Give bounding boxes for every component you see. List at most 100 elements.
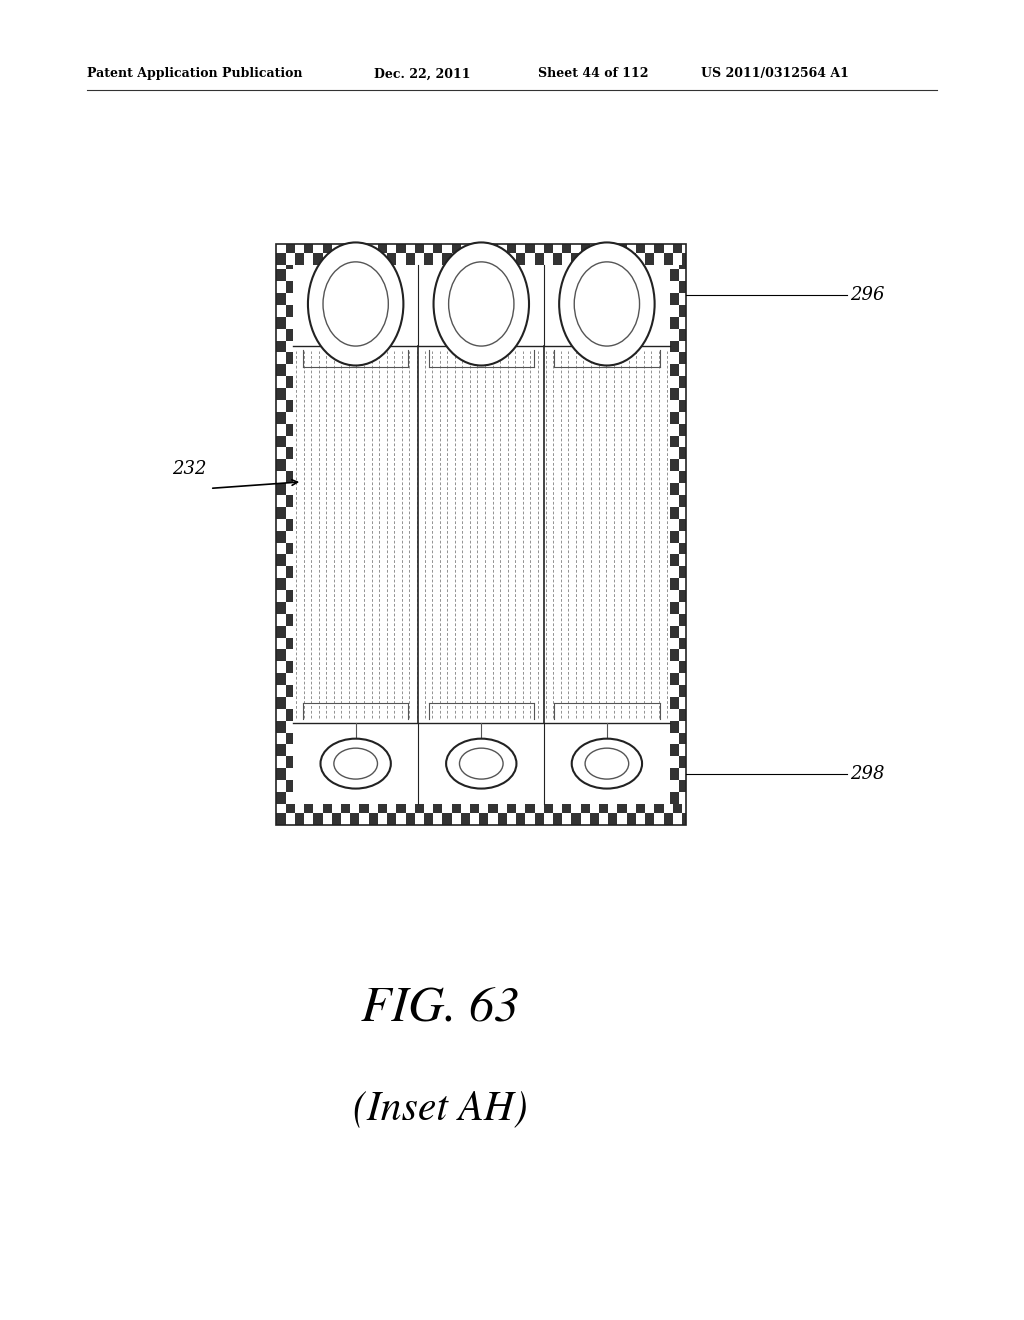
Circle shape: [308, 243, 403, 366]
Bar: [293, 346, 670, 723]
Text: US 2011/0312564 A1: US 2011/0312564 A1: [701, 67, 849, 81]
Bar: [286, 265, 293, 269]
Bar: [276, 388, 286, 400]
Bar: [286, 638, 293, 649]
Bar: [452, 244, 461, 253]
Bar: [507, 804, 516, 813]
Bar: [488, 804, 498, 813]
Bar: [276, 412, 286, 424]
Bar: [670, 554, 679, 566]
Bar: [341, 804, 350, 813]
Circle shape: [574, 261, 640, 346]
Bar: [295, 813, 304, 825]
Text: Sheet 44 of 112: Sheet 44 of 112: [538, 67, 648, 81]
Bar: [670, 317, 679, 329]
Bar: [488, 244, 498, 253]
Circle shape: [559, 243, 654, 366]
Bar: [679, 305, 686, 317]
Bar: [286, 424, 293, 436]
Bar: [679, 709, 686, 721]
Bar: [276, 768, 286, 780]
Bar: [627, 813, 636, 825]
Bar: [286, 471, 293, 483]
Bar: [645, 253, 654, 265]
Bar: [679, 543, 686, 554]
Bar: [571, 813, 581, 825]
Bar: [276, 813, 286, 825]
Bar: [332, 813, 341, 825]
Bar: [636, 804, 645, 813]
Bar: [286, 244, 295, 253]
Ellipse shape: [334, 748, 378, 779]
Bar: [562, 244, 571, 253]
Bar: [679, 566, 686, 578]
Bar: [341, 244, 350, 253]
Bar: [286, 566, 293, 578]
Bar: [415, 804, 424, 813]
Bar: [679, 471, 686, 483]
Bar: [479, 253, 488, 265]
Bar: [396, 804, 406, 813]
Bar: [276, 626, 286, 638]
Bar: [286, 614, 293, 626]
Bar: [682, 253, 686, 265]
Bar: [304, 804, 313, 813]
Bar: [479, 813, 488, 825]
Bar: [286, 590, 293, 602]
Bar: [461, 253, 470, 265]
Bar: [525, 244, 535, 253]
Bar: [350, 253, 359, 265]
Bar: [679, 661, 686, 673]
Bar: [276, 649, 286, 661]
Bar: [424, 253, 433, 265]
Bar: [498, 253, 507, 265]
Bar: [498, 813, 507, 825]
Bar: [599, 804, 608, 813]
Bar: [433, 244, 442, 253]
Ellipse shape: [460, 748, 503, 779]
Circle shape: [449, 261, 514, 346]
Bar: [670, 459, 679, 471]
Bar: [670, 626, 679, 638]
Bar: [636, 244, 645, 253]
Bar: [516, 253, 525, 265]
Bar: [679, 780, 686, 792]
Circle shape: [323, 261, 388, 346]
Bar: [654, 804, 664, 813]
Bar: [433, 804, 442, 813]
Text: (Inset AH): (Inset AH): [353, 1089, 527, 1129]
Bar: [276, 507, 286, 519]
Bar: [670, 768, 679, 780]
Bar: [664, 813, 673, 825]
Bar: [276, 459, 286, 471]
Bar: [442, 813, 452, 825]
Bar: [286, 281, 293, 293]
Bar: [670, 364, 679, 376]
Bar: [378, 244, 387, 253]
Bar: [276, 673, 286, 685]
Bar: [286, 661, 293, 673]
Bar: [286, 329, 293, 341]
Bar: [323, 244, 332, 253]
Bar: [286, 376, 293, 388]
Bar: [276, 744, 286, 756]
Bar: [679, 756, 686, 768]
Bar: [627, 253, 636, 265]
Bar: [286, 519, 293, 531]
Bar: [599, 244, 608, 253]
Bar: [295, 253, 304, 265]
Text: 298: 298: [850, 766, 885, 783]
Bar: [293, 265, 670, 346]
Bar: [670, 293, 679, 305]
Text: 296: 296: [850, 286, 885, 304]
Bar: [276, 364, 286, 376]
Bar: [679, 590, 686, 602]
Bar: [286, 305, 293, 317]
Bar: [679, 281, 686, 293]
Text: 232: 232: [172, 459, 207, 478]
Bar: [608, 813, 617, 825]
Ellipse shape: [585, 748, 629, 779]
Bar: [286, 352, 293, 364]
Bar: [679, 495, 686, 507]
Bar: [276, 792, 286, 804]
